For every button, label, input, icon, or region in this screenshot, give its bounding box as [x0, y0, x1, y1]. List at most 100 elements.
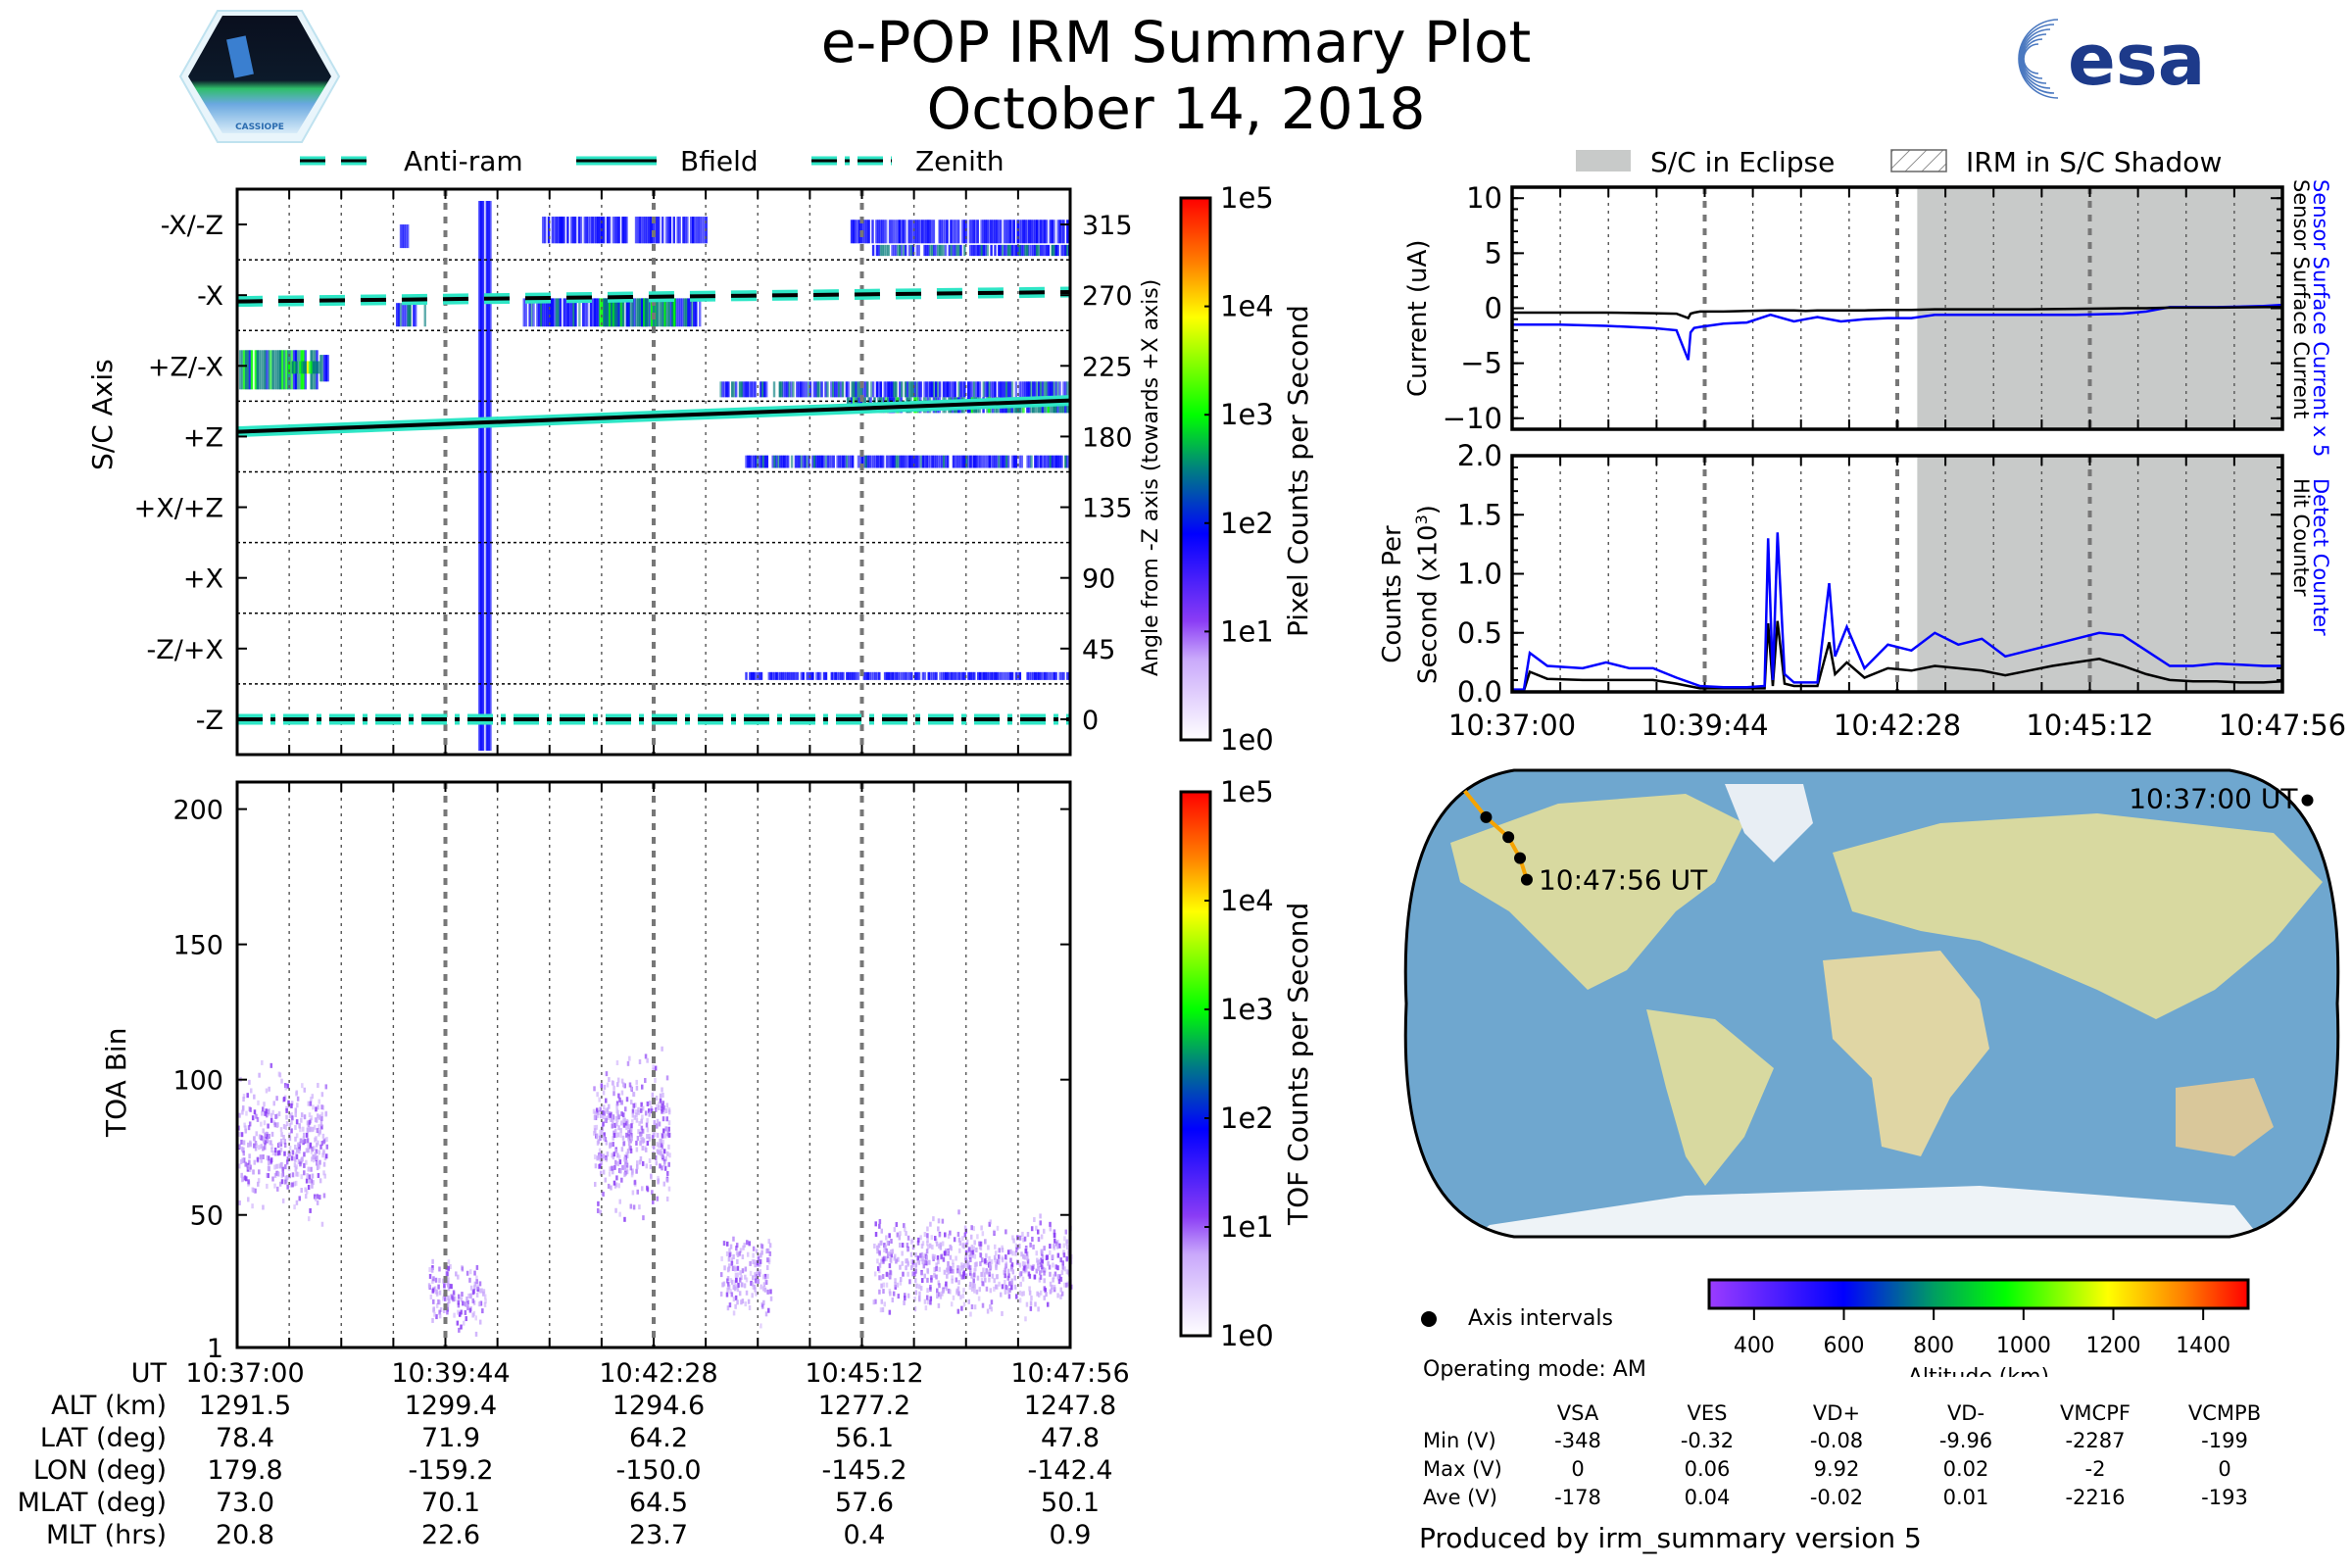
toa-cell	[612, 1133, 616, 1139]
toa-cell	[283, 1179, 287, 1185]
spectrogram-cell	[1020, 220, 1023, 244]
toa-cell	[318, 1150, 321, 1155]
toa-cell	[1040, 1234, 1044, 1240]
toa-cell	[901, 1243, 905, 1249]
toa-cell	[947, 1260, 950, 1266]
toa-cell	[767, 1239, 770, 1245]
spectrogram-cell	[936, 381, 940, 398]
toa-cell	[317, 1140, 319, 1146]
spectrogram-cell	[281, 350, 284, 390]
toa-cell	[665, 1116, 669, 1122]
toa-cell	[305, 1159, 308, 1165]
toa-cell	[323, 1173, 326, 1179]
toa-cell	[973, 1253, 977, 1259]
toa-cell	[250, 1088, 253, 1094]
spectrogram-cell	[963, 455, 966, 468]
spectrogram-cell	[1047, 455, 1051, 468]
toa-cell	[641, 1114, 644, 1120]
toa-cell	[483, 1301, 487, 1307]
toa-cell	[285, 1114, 288, 1120]
spectrogram-cell	[1010, 671, 1014, 680]
spectrogram-cell	[931, 671, 934, 680]
toa-cell	[661, 1087, 663, 1093]
spectrogram-cell	[1037, 381, 1041, 398]
toa-cell	[617, 1093, 620, 1099]
toa-cell	[936, 1294, 939, 1299]
toa-cell	[465, 1301, 468, 1307]
toa-cell	[993, 1244, 997, 1250]
toa-cell	[946, 1273, 949, 1279]
spectrogram-cell	[595, 217, 598, 244]
spectrogram-cell	[998, 244, 1001, 257]
toa-cell	[895, 1258, 898, 1264]
spectrogram-cell	[1036, 671, 1039, 680]
toa-cell	[475, 1279, 478, 1285]
toa-cell	[321, 1152, 324, 1158]
toa-cell	[620, 1177, 623, 1183]
spectrogram-cell	[847, 381, 851, 398]
toa-cell	[1039, 1213, 1042, 1219]
toa-cell	[899, 1231, 902, 1237]
spectrogram-region	[599, 298, 676, 327]
toa-cell	[1001, 1310, 1004, 1316]
spectrogram-cell	[812, 381, 816, 398]
spectrogram-cell	[299, 361, 302, 374]
toa-cell	[632, 1092, 636, 1098]
toa-cell	[603, 1084, 607, 1090]
spectrogram-cell	[487, 201, 490, 751]
toa-cell	[754, 1272, 757, 1278]
spectrogram-cell	[957, 220, 960, 244]
spectrogram-cell	[652, 217, 655, 244]
toa-cell	[956, 1290, 958, 1296]
toa-cell	[457, 1299, 461, 1305]
toa-cell	[1059, 1276, 1063, 1282]
toa-cell	[251, 1115, 255, 1121]
spectrogram-cell	[1030, 455, 1033, 468]
toa-cell	[280, 1078, 283, 1084]
toa-cell	[973, 1272, 976, 1278]
spectrogram-cell	[589, 298, 593, 327]
colorbar-tick-label: 1e1	[1220, 614, 1274, 648]
toa-cell	[294, 1107, 298, 1113]
spectrogram-cell	[841, 381, 845, 398]
toa-cell	[734, 1277, 738, 1283]
toa-cell	[1059, 1294, 1062, 1299]
spectrogram-cell	[621, 217, 624, 244]
toa-cell	[757, 1256, 760, 1262]
toa-cell	[307, 1101, 311, 1106]
toa-cell	[290, 1155, 294, 1161]
toa-cell	[729, 1289, 732, 1295]
ephemeris-cell: 57.6	[834, 1488, 895, 1518]
spectrogram-cell	[838, 671, 841, 680]
spectrogram-cell	[974, 220, 977, 244]
toa-cell	[935, 1274, 938, 1280]
toa-cell	[651, 1135, 655, 1141]
spectrogram-cell	[1058, 671, 1061, 680]
toa-cell	[598, 1148, 602, 1153]
spectrogram-cell	[1006, 455, 1010, 468]
toa-cell	[1009, 1257, 1012, 1263]
toa-cell	[935, 1266, 938, 1272]
spectrogram-cell	[1047, 244, 1051, 257]
toa-cell	[618, 1097, 621, 1102]
ephemeris-row-label: UT	[130, 1358, 167, 1389]
toa-cell	[995, 1274, 999, 1280]
toa-cell	[290, 1111, 293, 1117]
toa-cell	[965, 1262, 968, 1268]
spectrogram-cell	[1028, 455, 1031, 468]
spectrogram-cell	[660, 298, 662, 327]
toa-cell	[462, 1300, 465, 1306]
toa-cell	[315, 1136, 318, 1142]
spectrogram-cell	[678, 217, 681, 244]
spectrogram-cell	[923, 455, 927, 468]
toa-cell	[766, 1264, 769, 1270]
spectrogram-cell	[585, 298, 589, 327]
toa-cell	[909, 1239, 913, 1245]
toa-cell	[650, 1105, 653, 1111]
toa-cell	[882, 1289, 885, 1295]
spectrogram-cell	[672, 217, 676, 244]
spectrogram-cell	[549, 298, 553, 327]
spectrogram-cell	[1051, 381, 1054, 398]
toa-cell	[1021, 1231, 1024, 1237]
spectrogram-region	[871, 244, 1071, 257]
